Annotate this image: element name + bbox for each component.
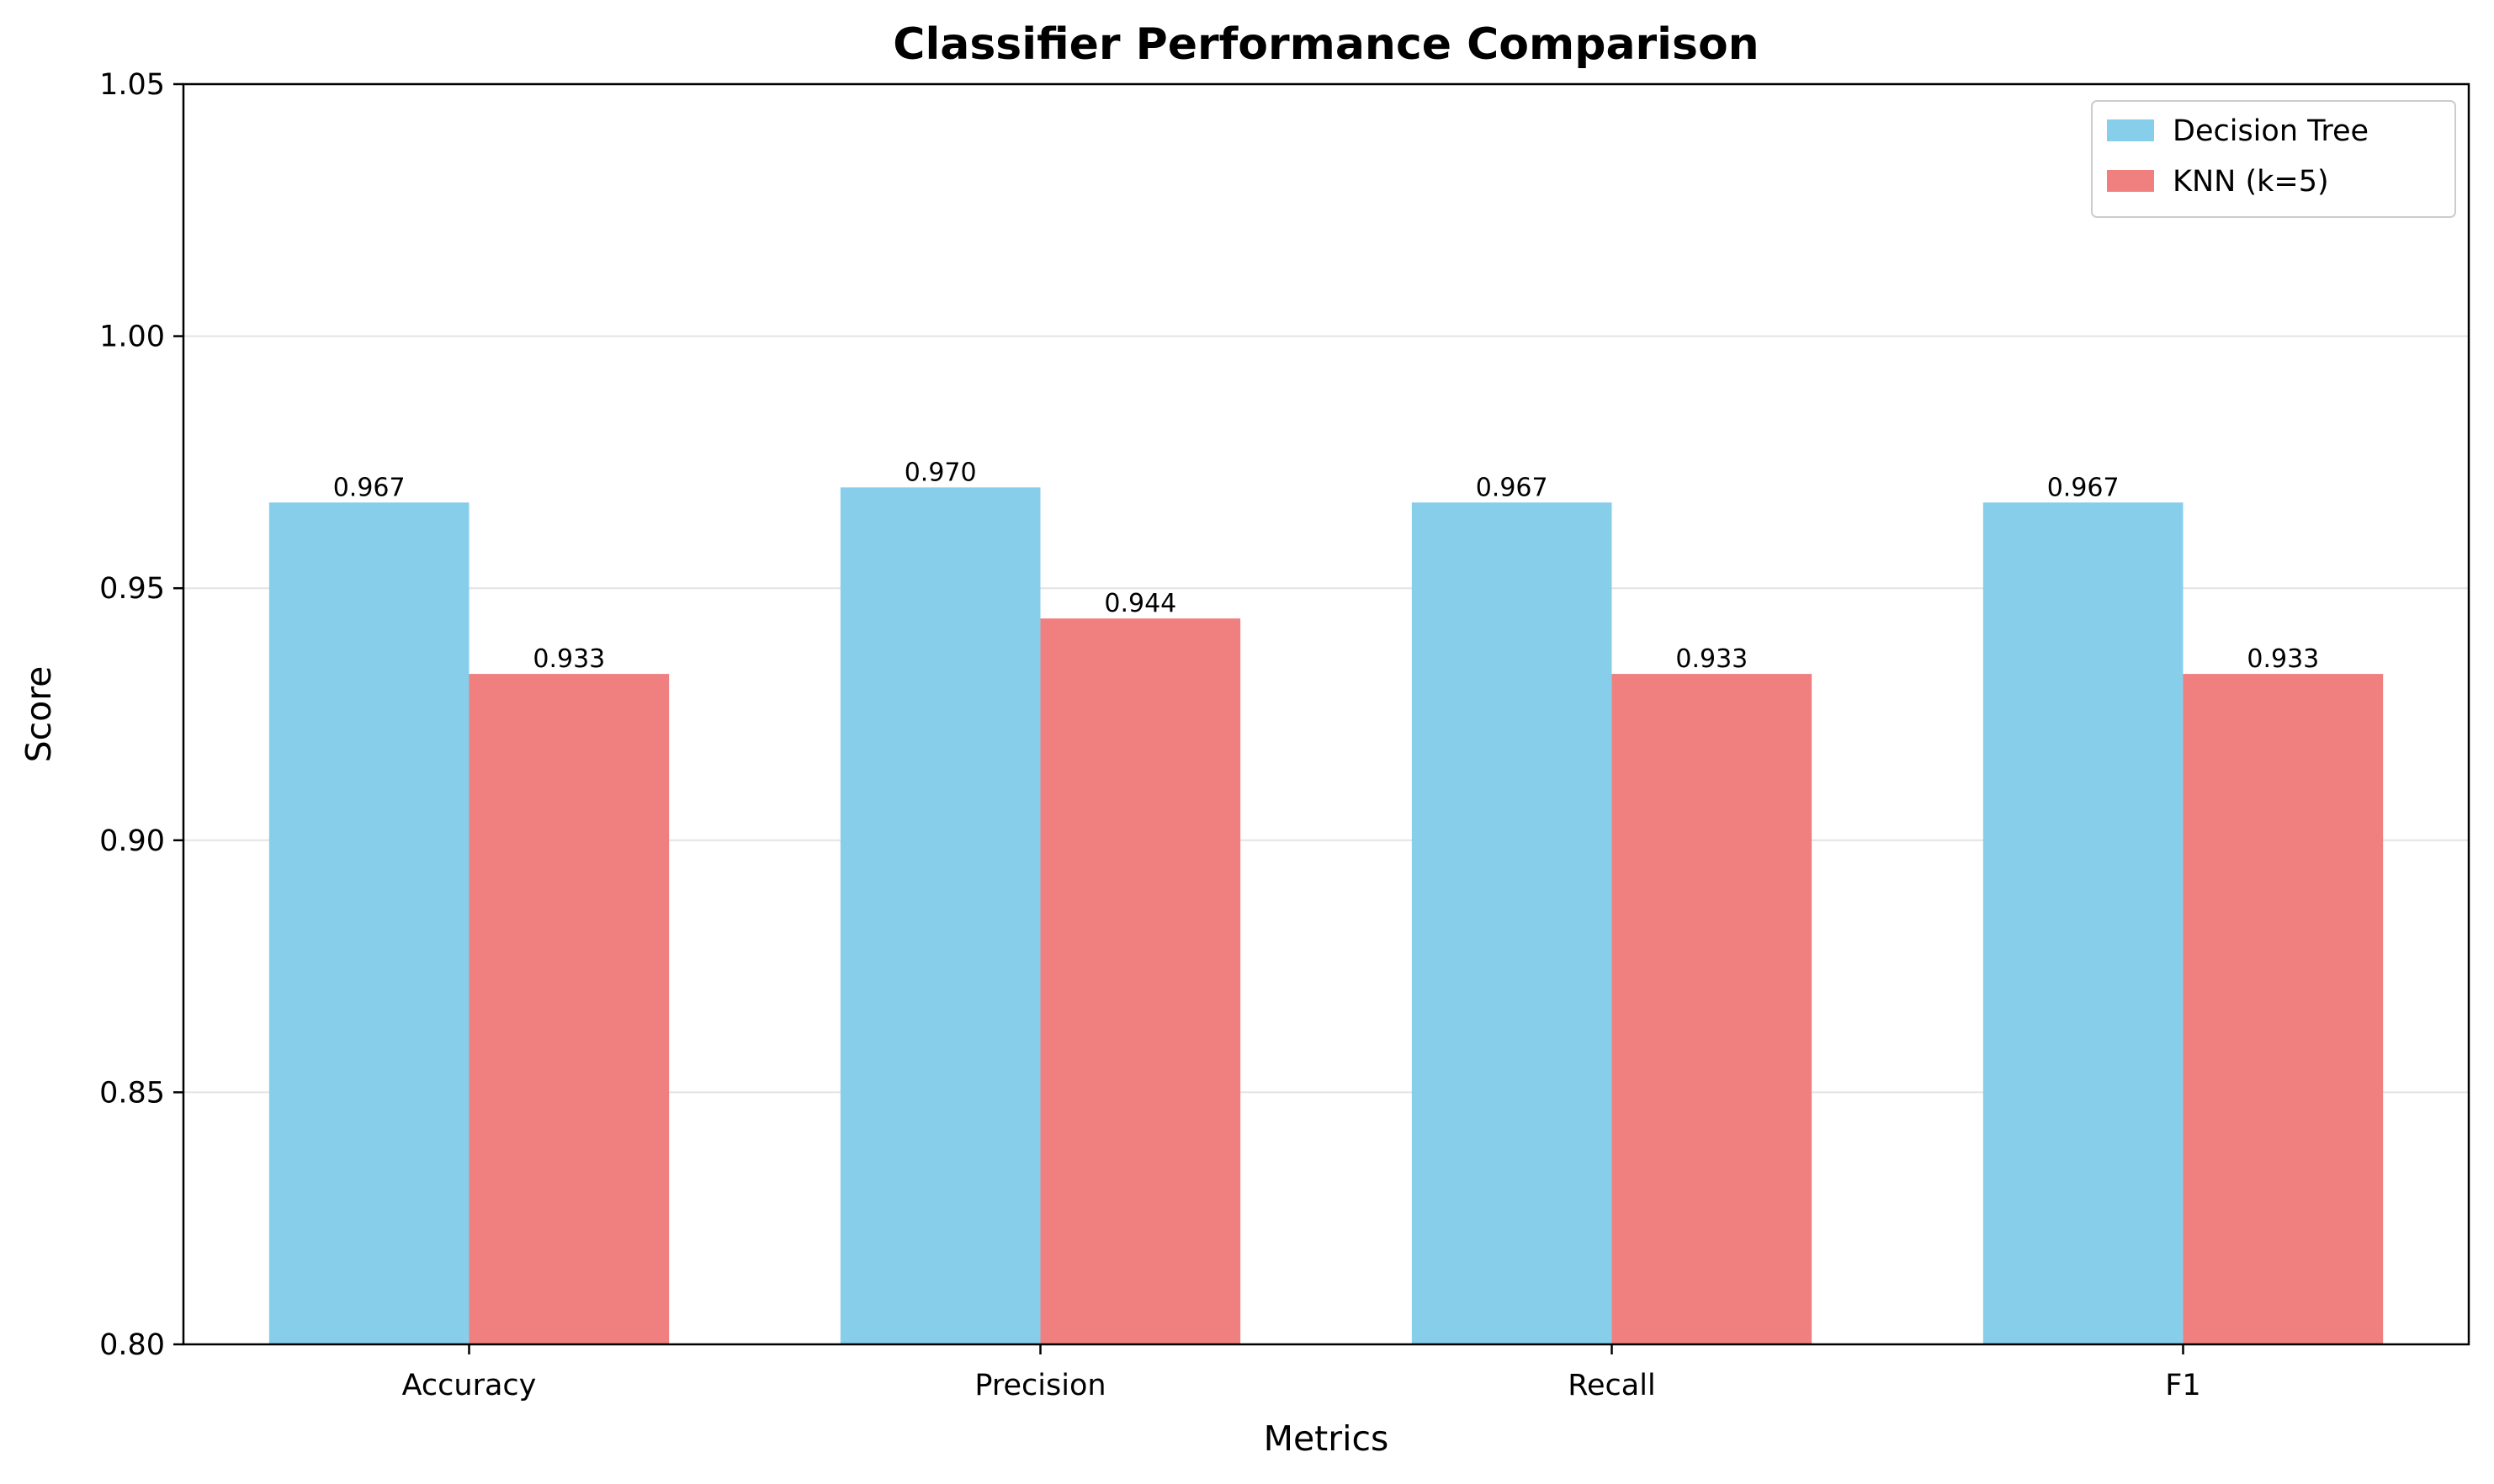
data-label-knn-accuracy: 0.933 — [533, 644, 605, 674]
y-tick-label: 0.80 — [99, 1328, 165, 1362]
legend: Decision Tree KNN (k=5) — [2091, 100, 2456, 218]
bar-decision-tree-precision — [840, 487, 1041, 1344]
plot-frame — [182, 82, 2470, 1346]
data-label-knn-f1: 0.933 — [2247, 644, 2319, 674]
bar-knn-accuracy — [469, 674, 670, 1344]
bar-knn-precision — [1040, 618, 1241, 1344]
x-tick-label-accuracy: Accuracy — [402, 1369, 537, 1402]
data-labels: 0.967 0.970 0.967 0.967 0.933 0.944 0.933 0.933 — [333, 458, 2320, 674]
bar-decision-tree-accuracy — [268, 502, 470, 1344]
y-tick-label: 0.85 — [99, 1076, 165, 1110]
data-label-knn-recall: 0.933 — [1675, 644, 1748, 674]
data-label-decision-tree-accuracy: 0.967 — [333, 473, 406, 502]
y-tick-label: 1.05 — [99, 68, 165, 102]
bar-decision-tree-recall — [1411, 502, 1612, 1344]
data-label-decision-tree-f1: 0.967 — [2047, 473, 2120, 502]
legend-box — [2091, 100, 2456, 218]
data-label-knn-precision: 0.944 — [1104, 589, 1176, 618]
legend-label-knn: KNN (k=5) — [2173, 165, 2329, 199]
legend-label-decision-tree: Decision Tree — [2173, 114, 2369, 148]
axis-ticks: 0.80 0.85 0.90 0.95 1.00 1.05 Accuracy Precisio… — [99, 68, 2201, 1402]
data-label-decision-tree-recall: 0.967 — [1476, 473, 1548, 502]
legend-swatch-knn — [2107, 170, 2154, 192]
bars — [268, 487, 2384, 1344]
x-tick-label-f1: F1 — [2165, 1369, 2200, 1402]
bar-knn-f1 — [2183, 674, 2384, 1344]
legend-swatch-decision-tree — [2107, 119, 2154, 141]
y-tick-label: 0.90 — [99, 824, 165, 858]
x-tick-label-precision: Precision — [974, 1369, 1106, 1402]
bar-decision-tree-f1 — [1982, 502, 2184, 1344]
y-axis-label: Score — [19, 666, 59, 763]
data-label-decision-tree-precision: 0.970 — [905, 458, 977, 487]
x-tick-label-recall: Recall — [1568, 1369, 1655, 1402]
y-tick-label: 1.00 — [99, 321, 165, 354]
y-tick-label: 0.95 — [99, 572, 165, 606]
x-axis-label: Metrics — [1264, 1418, 1389, 1459]
chart-title: Classifier Performance Comparison — [893, 19, 1759, 70]
bar-knn-recall — [1611, 674, 1812, 1344]
